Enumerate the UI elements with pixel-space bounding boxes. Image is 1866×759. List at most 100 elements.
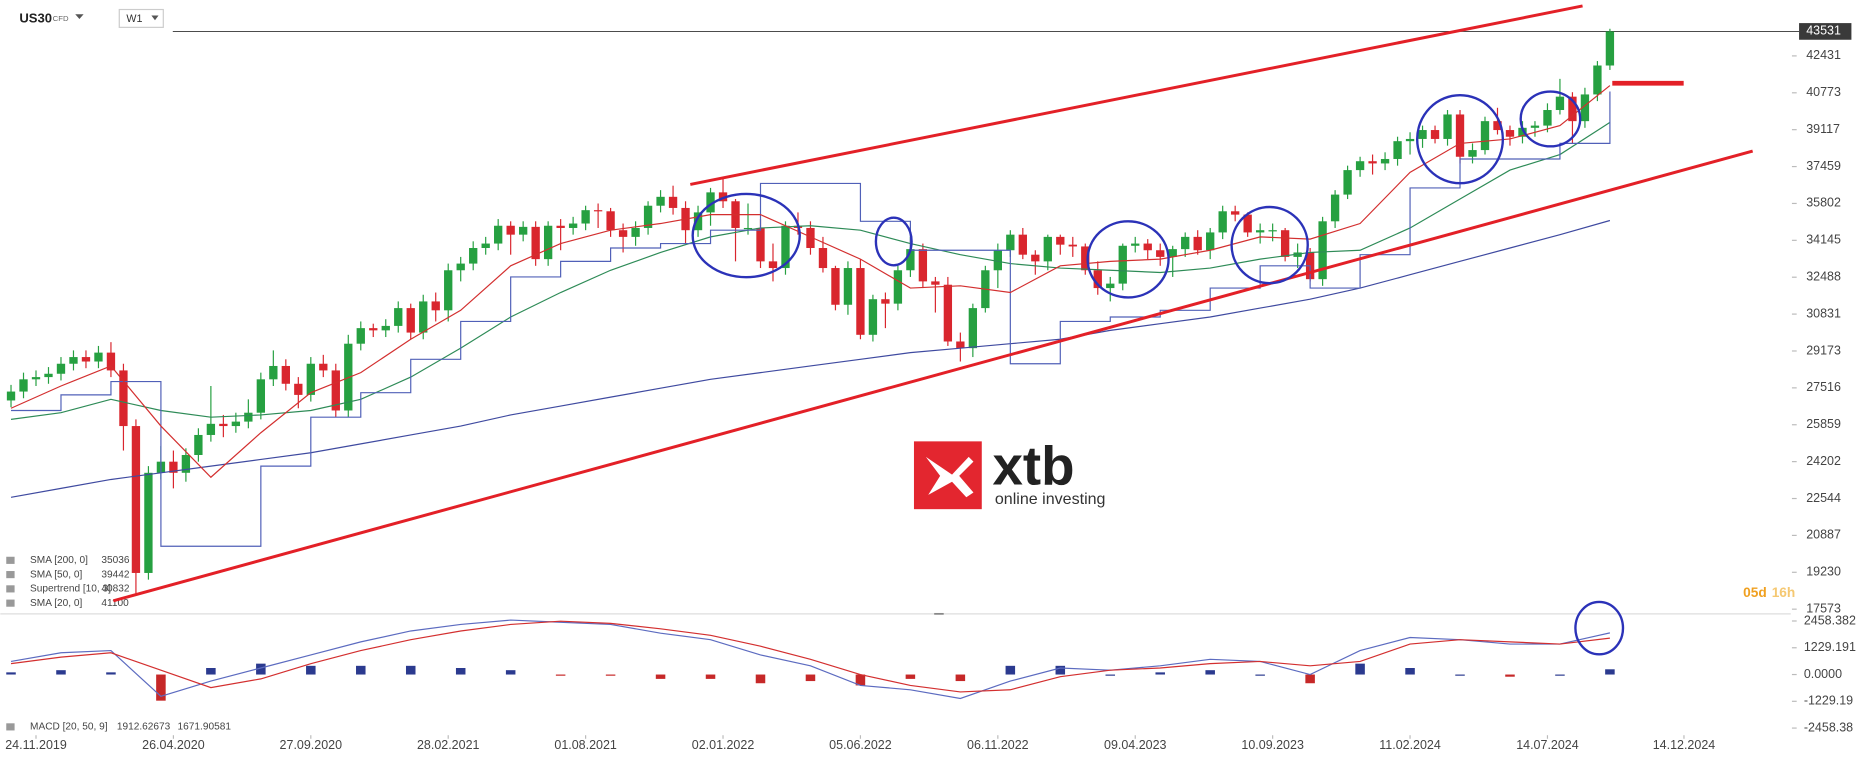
candle-body — [1056, 236, 1065, 245]
timeframe[interactable]: W1 — [126, 13, 142, 25]
highlight-circle — [874, 216, 913, 267]
candle-body — [968, 308, 978, 349]
candle-body — [693, 212, 703, 231]
y-tick-label: 39117 — [1806, 122, 1840, 136]
macd-histogram-bar — [1405, 668, 1415, 675]
candle-body — [1318, 221, 1327, 280]
macd-y-tick-label: -1229.19 — [1804, 694, 1853, 708]
macd-y-tick-label: 0.0000 — [1804, 667, 1842, 681]
candle-body — [581, 210, 590, 224]
candle-body — [519, 226, 528, 235]
candle-body — [231, 421, 241, 427]
macd-histogram-bar — [1305, 674, 1315, 684]
candle-body — [1193, 236, 1202, 251]
candle-body — [706, 192, 715, 213]
y-tick-label: 22544 — [1806, 491, 1841, 505]
candle-body — [1018, 234, 1027, 255]
candle-body — [494, 225, 503, 244]
candle-body — [806, 227, 815, 249]
marks: 42431 40773 39117 37459 35802 34145 32488 30831… — [5, 23, 1856, 752]
macd-histogram-bar — [455, 668, 466, 675]
candle-body — [1043, 236, 1052, 262]
y-tick-label: 34145 — [1806, 233, 1841, 247]
candle-body — [1280, 230, 1290, 257]
candle-body — [1593, 65, 1602, 95]
candle-body — [1106, 283, 1115, 289]
candle-body — [668, 196, 678, 208]
candle-body — [1206, 232, 1215, 251]
symbol-dropdown[interactable] — [75, 14, 84, 20]
y-tick-label: 20887 — [1806, 528, 1841, 542]
candle-body — [44, 373, 53, 378]
candle-body — [506, 225, 515, 235]
candle-body — [956, 341, 965, 349]
macd-histogram-bar — [156, 674, 166, 701]
indicator-line — [10, 219, 1611, 498]
candle-body — [56, 363, 66, 374]
candle-body — [1405, 138, 1415, 142]
candle-body — [568, 223, 578, 228]
candle-body — [543, 225, 553, 260]
candle-body — [1555, 96, 1565, 111]
candle-body — [1243, 214, 1252, 233]
legend-icon — [6, 571, 15, 579]
candle-body — [1118, 245, 1127, 284]
macd-histogram-bar — [1605, 669, 1615, 675]
candle-body — [469, 248, 478, 264]
y-tick-label: 40773 — [1806, 85, 1841, 99]
legend-icon — [6, 599, 15, 607]
candle-body — [881, 299, 890, 304]
x-tick-label: 11.02.2024 — [1379, 738, 1441, 752]
timeframe-box[interactable] — [118, 8, 164, 28]
y-tick-label: 35802 — [1806, 196, 1841, 210]
drawings — [112, 4, 1754, 656]
candle-body — [356, 328, 365, 344]
candle-body — [768, 261, 778, 269]
candle-body — [456, 263, 465, 271]
candle-body — [931, 281, 940, 285]
candle-body — [643, 205, 653, 228]
candle-body — [781, 225, 790, 269]
candle-body — [481, 243, 490, 249]
candle-body — [419, 301, 428, 333]
highlight-circle — [1519, 90, 1582, 148]
macd-histogram-bar — [955, 674, 966, 682]
legend-name: SMA [50, 0] — [30, 569, 82, 580]
candle-body — [906, 249, 915, 271]
candle-body — [606, 211, 615, 231]
macd-histogram-bar — [705, 674, 716, 679]
candle-body — [1443, 114, 1452, 139]
candle-body — [1143, 243, 1152, 251]
candle-body — [1006, 234, 1015, 251]
candle-body — [1156, 250, 1165, 257]
candle-body — [256, 379, 266, 413]
symbol[interactable]: US30 — [19, 10, 52, 25]
candle-body — [294, 383, 303, 395]
macd-y-tick-label: -2458.38 — [1804, 720, 1853, 734]
legend-value: 35036 — [101, 555, 129, 566]
macd-histogram-bar — [605, 674, 616, 676]
candle-body — [756, 227, 765, 262]
y-tick-label: 24202 — [1806, 454, 1841, 468]
macd-histogram-bar — [1255, 674, 1265, 676]
macd-legend-name: MACD [20, 50, 9] — [30, 722, 108, 733]
candle-body — [331, 370, 340, 411]
candle-body — [1580, 94, 1590, 122]
macd-macd-line — [10, 619, 1611, 700]
candle-body — [1380, 158, 1390, 164]
candle-body — [219, 423, 228, 427]
macd-histogram-bar — [106, 672, 116, 675]
timeframe-dropdown[interactable] — [151, 15, 159, 21]
candle-body — [1368, 161, 1377, 164]
macd-histogram-bar — [1105, 674, 1116, 676]
candle-body — [369, 328, 378, 331]
y-tick-label: 30831 — [1806, 306, 1841, 320]
candle-body — [818, 248, 828, 269]
candle-body — [1530, 125, 1540, 128]
candle-body — [556, 225, 565, 228]
candle-body — [868, 299, 878, 335]
candle-body — [69, 357, 78, 364]
logo-mark — [925, 456, 974, 498]
candle-body — [1343, 170, 1352, 195]
